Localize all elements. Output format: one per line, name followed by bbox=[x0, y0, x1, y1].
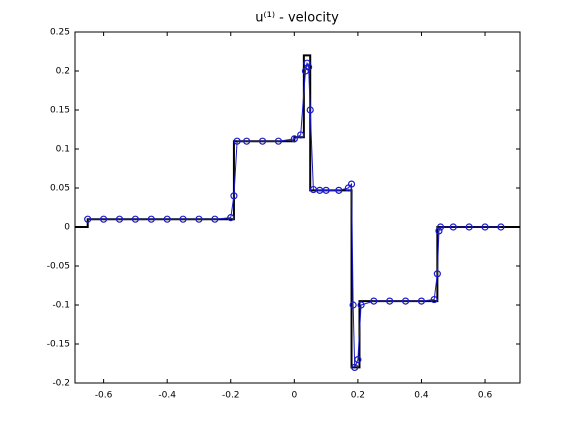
data-point bbox=[233, 137, 241, 145]
data-point bbox=[335, 186, 343, 194]
chart-title: u⁽¹⁾ - velocity bbox=[255, 11, 339, 26]
data-point bbox=[347, 180, 356, 188]
data-point bbox=[305, 63, 313, 71]
data-point bbox=[211, 215, 219, 223]
data-point bbox=[274, 137, 283, 145]
data-point bbox=[147, 215, 155, 223]
data-point bbox=[290, 135, 298, 143]
data-point bbox=[436, 223, 445, 231]
x-tick-label: -0.4 bbox=[158, 391, 176, 401]
data-point bbox=[449, 223, 457, 231]
data-point bbox=[115, 215, 124, 223]
data-point bbox=[230, 192, 238, 200]
y-tick-label: 0 bbox=[64, 223, 70, 233]
data-point bbox=[351, 363, 359, 371]
y-tick-label: -0.15 bbox=[47, 340, 70, 350]
data-point bbox=[258, 137, 267, 145]
data-point bbox=[131, 215, 139, 223]
y-tick-label: 0.25 bbox=[50, 28, 70, 38]
x-tick-label: 0.4 bbox=[414, 391, 429, 401]
data-point bbox=[497, 223, 505, 231]
y-tick-label: -0.1 bbox=[52, 301, 70, 311]
x-tick-label: 0.2 bbox=[351, 391, 365, 401]
data-point bbox=[386, 297, 394, 305]
data-point bbox=[322, 186, 330, 194]
data-point bbox=[100, 215, 108, 223]
x-tick-label: -0.6 bbox=[95, 391, 113, 401]
y-tick-label: 0.15 bbox=[50, 106, 70, 116]
data-point bbox=[243, 137, 251, 145]
y-tick-label: -0.2 bbox=[52, 379, 70, 389]
data-point bbox=[195, 215, 203, 223]
data-point bbox=[435, 227, 443, 235]
data-point bbox=[303, 59, 311, 67]
data-point bbox=[354, 356, 362, 364]
data-point bbox=[227, 214, 235, 222]
x-tick-label: 0 bbox=[291, 391, 297, 401]
plot-frame bbox=[74, 31, 521, 384]
x-tick-label: -0.2 bbox=[222, 391, 240, 401]
data-point bbox=[433, 270, 441, 278]
data-point bbox=[84, 215, 92, 223]
data-point bbox=[430, 295, 438, 304]
data-point bbox=[417, 297, 426, 305]
data-point bbox=[163, 215, 171, 223]
data-point bbox=[401, 297, 410, 305]
series-line bbox=[87, 61, 501, 368]
x-tick-label: 0.6 bbox=[478, 391, 493, 401]
data-point bbox=[481, 223, 489, 231]
y-tick-label: 0.05 bbox=[50, 184, 70, 194]
data-point bbox=[349, 301, 357, 309]
data-point bbox=[357, 301, 365, 309]
data-point bbox=[465, 223, 473, 231]
data-point bbox=[179, 215, 187, 223]
data-point bbox=[297, 131, 305, 139]
y-tick-label: -0.05 bbox=[47, 262, 70, 272]
data-point bbox=[306, 106, 314, 114]
y-tick-label: 0.1 bbox=[56, 145, 70, 155]
y-tick-label: 0.2 bbox=[56, 67, 70, 77]
data-point bbox=[370, 297, 378, 305]
